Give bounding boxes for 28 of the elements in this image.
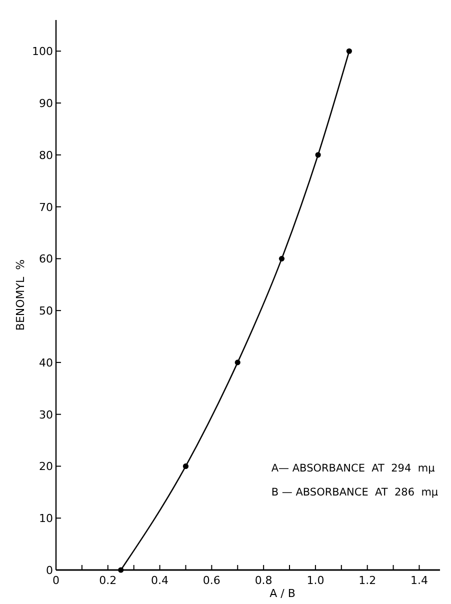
y-tick-label: 50 [39,304,53,318]
y-tick-label: 80 [39,148,53,162]
y-tick-label: 20 [39,460,53,474]
x-tick-label: 1.0 [306,574,324,587]
y-tick-label: 40 [39,356,53,370]
point [346,48,352,54]
point [278,256,285,262]
y-tick-label: 10 [39,512,53,526]
x-tick-label: 0.4 [151,574,169,587]
annotation: B — ABSORBANCE AT 286 mμ [271,486,438,498]
annotation: A— ABSORBANCE AT 294 mμ [271,462,436,474]
x-tick-label: 0.6 [202,574,220,587]
x-tick-label: 1.2 [358,574,376,587]
y-tick-label: 60 [39,252,53,266]
x-tick-label: 1.4 [410,574,428,587]
point [315,152,321,158]
point [182,463,189,470]
point [118,567,124,573]
y-axis-title: BENOMYL % [14,259,27,331]
y-tick-label: 90 [39,97,53,110]
x-tick-label: 0.2 [99,574,117,587]
y-tick-label: 0 [46,564,53,577]
y-tick-label: 30 [39,408,53,422]
x-tick-label: 0.8 [254,574,272,587]
y-tick-label: 100 [32,45,53,58]
y-tick-label: 70 [39,200,53,214]
x-axis-title: A / B [270,587,296,600]
point [234,360,240,366]
